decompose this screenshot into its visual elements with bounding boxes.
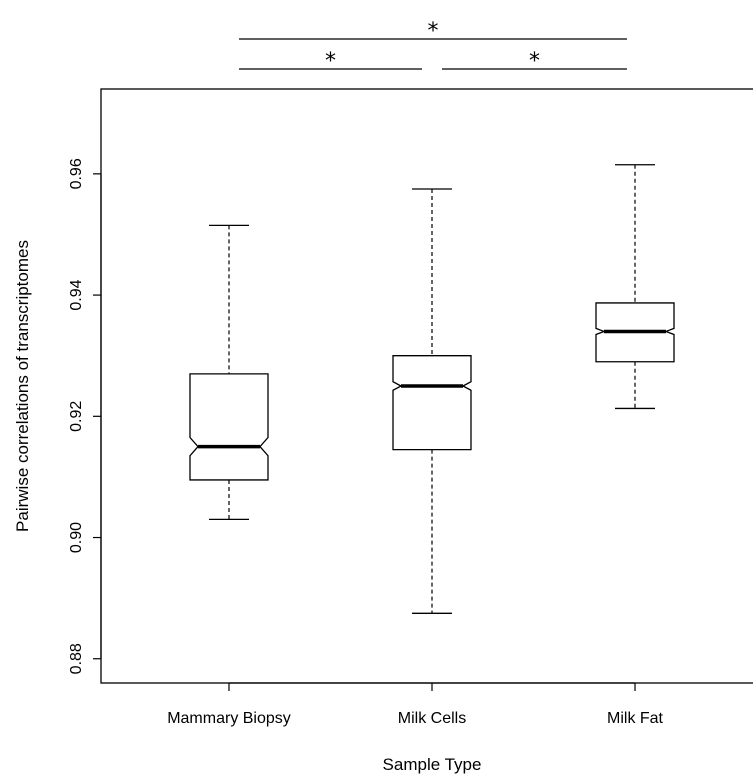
box-group — [595, 164, 675, 410]
y-axis-title: Pairwise correlations of transcriptomes — [13, 240, 32, 532]
y-axis: 0.88 0.90 0.92 0.94 0.96 — [68, 158, 102, 674]
significance-annotations: * * * — [239, 19, 627, 74]
box-group — [189, 224, 269, 520]
boxes-layer — [189, 164, 675, 614]
x-axis: Mammary Biopsy Milk Cells Milk Fat — [167, 682, 664, 727]
box-body — [189, 373, 269, 481]
y-tick-label: 0.92 — [68, 401, 85, 432]
x-tick-label: Milk Cells — [398, 710, 466, 727]
x-tick-label: Milk Fat — [607, 710, 664, 727]
y-tick-label: 0.96 — [68, 158, 85, 189]
box-group — [392, 188, 472, 614]
y-tick-label: 0.88 — [68, 643, 85, 674]
y-tick-label: 0.94 — [68, 279, 85, 310]
box-body — [392, 355, 472, 451]
x-tick-label: Mammary Biopsy — [167, 710, 291, 727]
significance-star: * — [529, 49, 540, 74]
x-axis-title: Sample Type — [383, 755, 482, 774]
y-tick-label: 0.90 — [68, 522, 85, 553]
significance-star: * — [325, 49, 336, 74]
significance-star: * — [428, 19, 439, 44]
